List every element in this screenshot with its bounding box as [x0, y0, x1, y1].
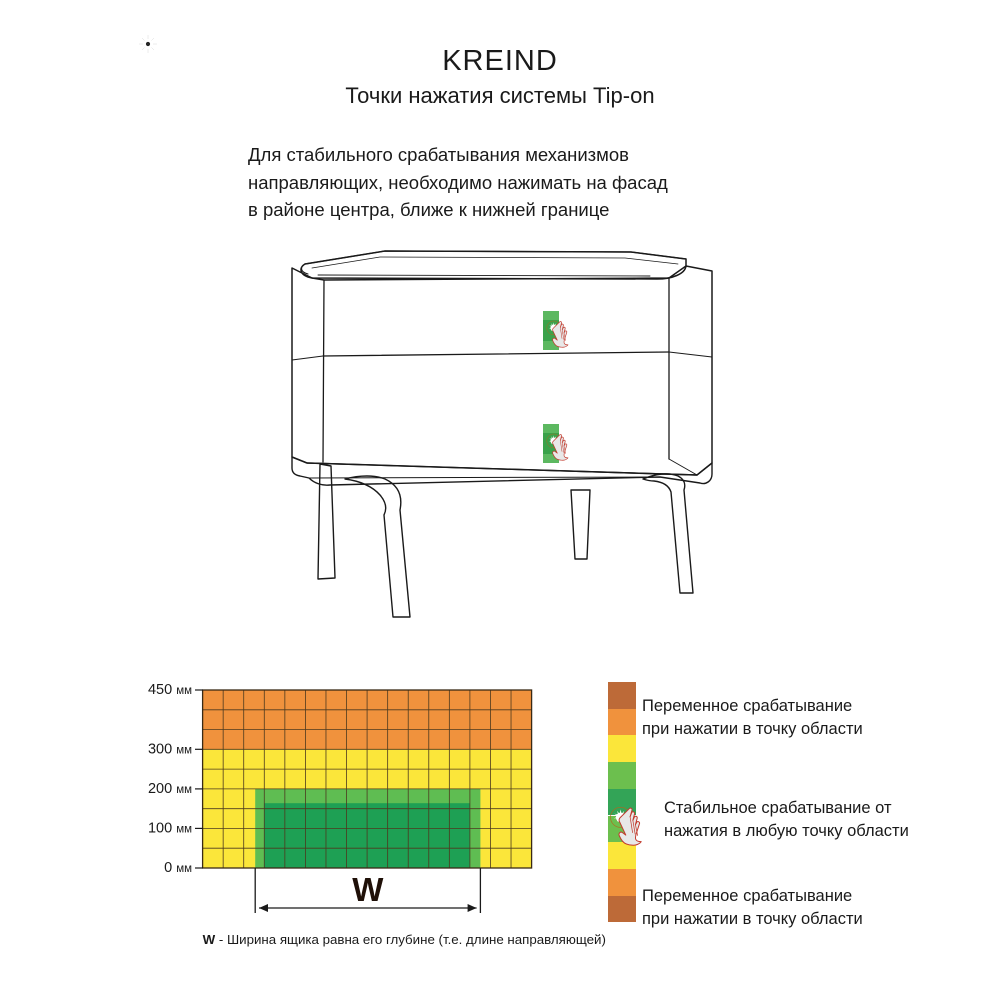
svg-text:450 мм: 450 мм: [148, 682, 192, 698]
svg-text:200 мм: 200 мм: [148, 781, 192, 797]
svg-text:100 мм: 100 мм: [148, 821, 192, 837]
svg-text:W: W: [352, 871, 384, 908]
svg-text:0 мм: 0 мм: [164, 860, 192, 876]
svg-text:300 мм: 300 мм: [148, 742, 192, 758]
svg-text:W - Ширина ящика равна его глу: W - Ширина ящика равна его глубине (т.е.…: [203, 932, 606, 947]
